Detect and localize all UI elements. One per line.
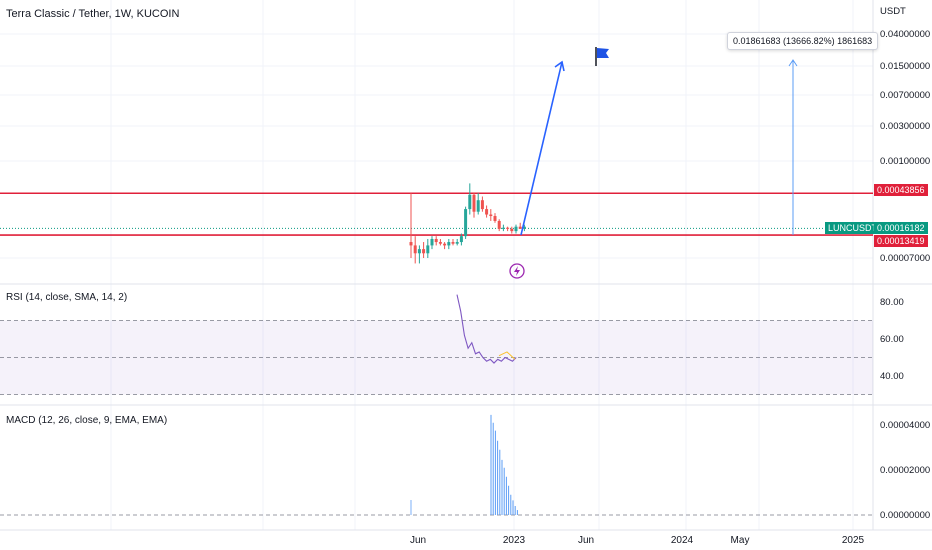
candle-body [497,220,501,229]
candle-body [426,245,430,254]
candle-body [438,242,442,244]
candle-body [409,242,413,246]
candle-body [464,209,468,237]
price-tick-label: 0.00700000 [880,90,930,101]
macd-tick-label: 0.00004000 [880,420,930,431]
rsi-label[interactable]: RSI (14, close, SMA, 14, 2) [6,292,128,303]
last-price-symbol-tag: LUNCUSDT [825,222,881,234]
resistance-price-tag: 0.00043856 [874,184,928,196]
flag-icon [597,48,609,58]
candle-body [447,242,451,246]
candle-body [459,236,463,243]
projection-arrow-head [554,60,565,72]
time-tick-label: 2024 [671,535,694,546]
lightning-icon [509,263,525,279]
price-tick-label: 0.00300000 [880,121,930,132]
candle-body [468,194,472,210]
currency-label: USDT [880,6,906,17]
rsi-tick-label: 40.00 [880,371,904,382]
candle-body [510,228,514,232]
rsi-tick-label: 60.00 [880,334,904,345]
time-tick-label: May [731,535,750,546]
rsi-pane[interactable] [0,294,873,395]
candle-body [522,226,526,229]
candle-body [430,238,434,246]
rsi-ma-line [498,351,516,360]
candle-body [472,194,476,212]
candle-body [480,200,484,210]
candle-body [518,226,522,229]
axes: 0.04000000 0.01500000 0.00700000 0.00300000… [0,6,932,546]
candle-body [443,243,447,246]
rsi-line [456,294,517,364]
time-tick-label: 2025 [842,535,865,546]
candle-body [476,200,480,212]
lightning-bolt [514,266,520,276]
time-tick-label: Jun [410,535,426,546]
candle-body [489,214,493,217]
candle-body [485,209,489,215]
price-tick-label: 0.00100000 [880,156,930,167]
measure-tooltip: 0.01861683 (13666.82%) 1861683 [727,32,879,50]
macd-label[interactable]: MACD (12, 26, close, 9, EMA, EMA) [6,415,168,426]
candle-body [422,249,426,254]
last-price-tag: 0.00016182 [874,222,928,234]
macd-tick-label: 0.00002000 [880,465,930,476]
time-tick-label: 2023 [503,535,526,546]
candle-body [455,242,459,244]
candle-body [451,242,455,244]
candle-body [434,238,438,243]
price-pane[interactable] [0,47,873,279]
candle-body [514,226,518,232]
price-tick-label: 0.00007000 [880,253,930,264]
rsi-tick-label: 80.00 [880,297,904,308]
macd-pane[interactable] [0,414,873,516]
grid-lines [0,0,932,530]
candle-body [493,216,497,221]
macd-tick-label: 0.00000000 [880,510,930,521]
symbol-title[interactable]: Terra Classic / Tether, 1W, KUCOIN [6,8,180,20]
candle-body [506,227,510,229]
price-tick-label: 0.04000000 [880,29,930,40]
price-tick-label: 0.01500000 [880,61,930,72]
candle-body [501,227,505,229]
support-price-tag: 0.00013419 [874,235,928,247]
candle-body [417,249,421,254]
projection-arrow-line [520,61,563,236]
measure-arrow-head [788,59,798,67]
time-tick-label: Jun [578,535,594,546]
candle-body [413,245,417,254]
